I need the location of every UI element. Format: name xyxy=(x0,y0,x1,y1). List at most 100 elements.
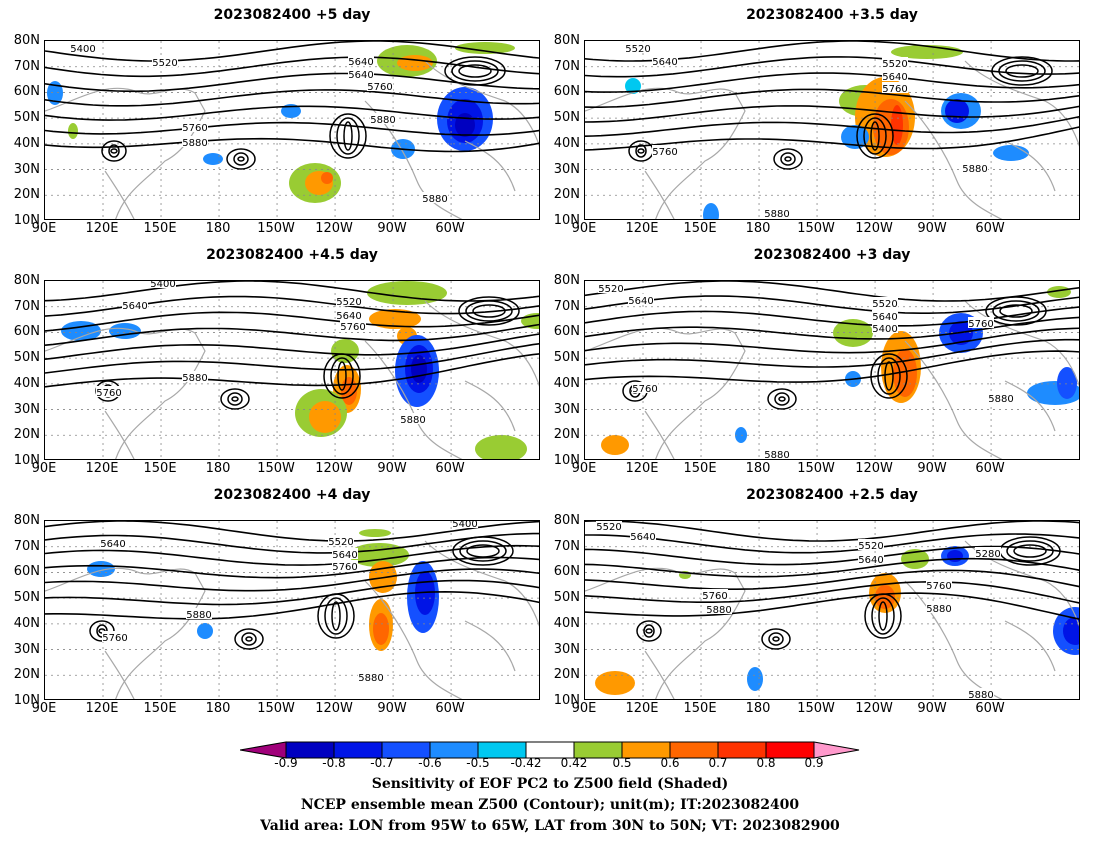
coastline xyxy=(364,580,463,699)
closed-contour xyxy=(864,593,902,639)
lat-tick-label: 20N xyxy=(13,667,40,683)
closed-contour xyxy=(635,144,647,158)
contour-label: 5520 xyxy=(152,58,177,69)
contour-label: 5640 xyxy=(630,532,655,543)
lon-tick-label: 90W xyxy=(917,221,947,236)
contour-label: 5640 xyxy=(332,550,357,561)
sensitivity-shade xyxy=(281,104,301,118)
lat-tick-label: 30N xyxy=(553,641,580,657)
lon-tick-label: 150E xyxy=(683,221,717,236)
closed-contour xyxy=(871,597,895,635)
coastline xyxy=(424,540,539,627)
closed-contour xyxy=(877,357,901,395)
contour-label: 5760 xyxy=(926,581,951,592)
closed-contour xyxy=(780,152,796,166)
coastline xyxy=(464,380,516,432)
sensitivity-shade xyxy=(68,123,78,139)
sensitivity-shade xyxy=(625,78,641,94)
contour-label-bg xyxy=(598,282,624,293)
closed-contour xyxy=(343,121,353,151)
closed-contour xyxy=(773,148,803,170)
footer-line-2: NCEP ensemble mean Z500 (Contour); unit(… xyxy=(300,797,800,813)
lat-tick-label: 40N xyxy=(13,135,40,151)
contour-label: 5520 xyxy=(872,299,897,310)
contour-label-bg xyxy=(340,320,366,331)
coastline xyxy=(1004,140,1056,192)
coastline xyxy=(45,327,206,459)
coastline xyxy=(904,580,1003,699)
contour-label: 5760 xyxy=(102,633,127,644)
closed-contour xyxy=(637,148,645,154)
contour-label-bg xyxy=(968,317,994,328)
contour-label-bg xyxy=(182,136,208,147)
closed-contour xyxy=(451,60,499,82)
lat-tick-label: 70N xyxy=(13,58,40,74)
colorbar-tick-label: -0.7 xyxy=(370,756,394,770)
sensitivity-shade xyxy=(359,529,391,537)
height-contour xyxy=(585,592,1079,620)
closed-contour xyxy=(444,56,506,86)
lat-tick-label: 80N xyxy=(553,33,580,48)
lon-tick-label: 120W xyxy=(855,701,893,716)
panel-title: 2023082400 +5 day xyxy=(213,7,371,23)
map-plot: 5520 5640 5520 5640 5280 5760 5760 5880 5880 5880 xyxy=(585,521,1079,699)
lon-tick-label: 120E xyxy=(85,221,119,236)
lon-tick-label: 90W xyxy=(917,701,947,716)
colorbar-tick-label: -0.9 xyxy=(274,756,298,770)
height-contour xyxy=(45,590,539,620)
lat-tick-label: 80N xyxy=(13,33,40,48)
lon-tick-label: 150W xyxy=(797,461,835,476)
contour-label-bg xyxy=(858,553,884,564)
lon-tick-label: 90E xyxy=(31,221,57,236)
lat-tick-label: 30N xyxy=(13,161,40,177)
height-contour xyxy=(585,350,1079,383)
contour-label: 5880 xyxy=(926,604,951,615)
colorbar: -0.9 -0.8 -0.7 -0.6 -0.5 -0.42 0.42 0.5 0.6 0.7 0.… xyxy=(239,740,860,770)
coastline xyxy=(644,170,675,219)
contour-label: 5880 xyxy=(370,115,395,126)
contour-label: 5880 xyxy=(422,194,447,205)
contour-label-bg xyxy=(652,55,678,66)
contour-label-bg xyxy=(926,602,952,613)
sensitivity-shade xyxy=(993,145,1029,161)
coastline xyxy=(104,410,135,459)
contour-label-bg xyxy=(872,322,898,333)
lon-tick-label: 60W xyxy=(435,461,465,476)
sensitivity-shade xyxy=(1063,617,1079,645)
lat-tick-label: 70N xyxy=(13,298,40,314)
contour-label: 5760 xyxy=(702,591,727,602)
sensitivity-shade xyxy=(1057,367,1077,399)
coastline xyxy=(45,87,206,219)
lat-tick-label: 60N xyxy=(553,564,580,580)
contour-label: 5520 xyxy=(858,541,883,552)
contour-label: 5760 xyxy=(96,388,121,399)
footer-line-3: Valid area: LON from 95W to 65W, LAT fro… xyxy=(260,818,840,834)
panel-title: 2023082400 +3.5 day xyxy=(746,7,918,23)
footer-line-1: Sensitivity of EOF PC2 to Z500 field (Sh… xyxy=(371,776,729,792)
height-contour xyxy=(585,316,1079,340)
height-contour xyxy=(585,580,1079,604)
closed-contour xyxy=(231,396,239,402)
height-contour xyxy=(585,521,1079,542)
contour-label-bg xyxy=(150,281,176,288)
lat-tick-label: 30N xyxy=(13,401,40,417)
map-frame: 5400 5520 5640 5640 5760 5760 5880 5880 xyxy=(44,520,540,700)
lon-tick-label: 150E xyxy=(683,461,717,476)
lat-tick-label: 40N xyxy=(13,615,40,631)
panel-title: 2023082400 +4.5 day xyxy=(206,247,378,263)
closed-contour xyxy=(227,392,243,406)
closed-contour xyxy=(1005,64,1039,78)
contour-label: 5520 xyxy=(882,59,907,70)
height-contour xyxy=(45,532,539,554)
colorbar-graphic xyxy=(239,741,860,759)
sensitivity-shade xyxy=(373,613,389,645)
lon-tick-label: 120W xyxy=(855,461,893,476)
map-frame: 5400 5520 5640 5640 5760 5760 5880 5880 5880 xyxy=(44,40,540,220)
closed-contour xyxy=(636,620,662,642)
closed-contour xyxy=(323,353,361,399)
contour-label-bg xyxy=(625,42,651,53)
contour-label: 5760 xyxy=(968,319,993,330)
height-contour xyxy=(585,533,1079,554)
height-contour xyxy=(45,568,539,592)
lat-tick-label: 40N xyxy=(553,375,580,391)
